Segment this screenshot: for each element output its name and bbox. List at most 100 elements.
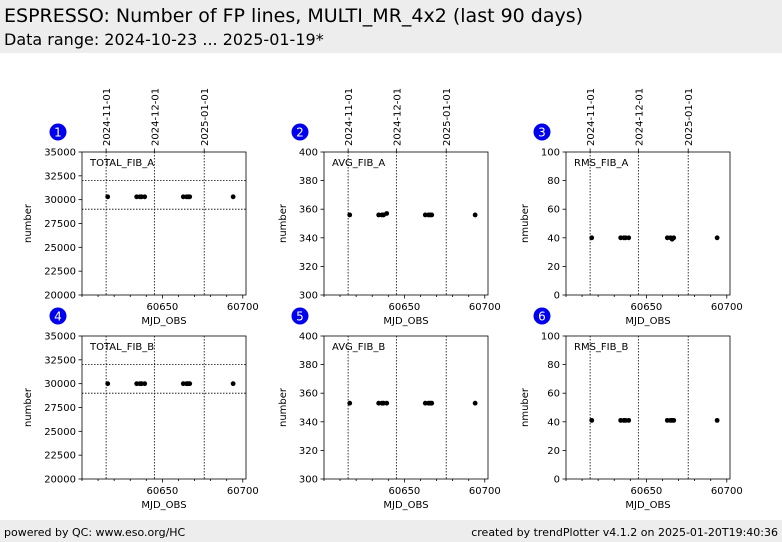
panel-6-ylabel: nmuber (520, 387, 531, 427)
panel-2-top-date-label: 2024-12-01 (392, 88, 403, 146)
panel-3-ytick-label: 80 (547, 176, 560, 187)
panel-5-ylabel: number (278, 387, 289, 427)
data-range-subtitle: Data range: 2024-10-23 ... 2025-01-19* (4, 30, 324, 49)
panel-4-number-badge (49, 307, 67, 325)
panel-4-number: 4 (54, 310, 62, 324)
panel-1-label: TOTAL_FIB_A (89, 158, 154, 169)
panel-5-ytick-label: 300 (299, 475, 318, 486)
panel-6-ytick-label: 40 (547, 417, 560, 428)
footer-powered-by: powered by QC: www.eso.org/HC (4, 526, 186, 539)
panel-2-xlabel: MJD_OBS (383, 316, 428, 327)
panel-5-ytick-label: 340 (299, 417, 318, 428)
panel-1-top-date-label: 2024-11-01 (102, 88, 113, 146)
panel-6-ytick-label: 20 (547, 446, 560, 457)
panel-4-ylabel: number (23, 387, 34, 427)
panel-3-axes-frame (565, 151, 731, 296)
panel-5-ytick-label: 380 (299, 360, 318, 371)
panel-4-ytick-label: 22500 (44, 451, 76, 462)
panel-2-number: 2 (296, 126, 304, 140)
panel-3-xtick-label: 60650 (630, 302, 662, 313)
panel-1-data-point (142, 194, 148, 200)
panel-3-top-date-label: 2025-01-01 (684, 88, 695, 146)
panel-3-label: RMS_FIB_A (574, 158, 628, 169)
panel-1-data-point (187, 194, 193, 200)
panel-2-ytick-label: 380 (299, 176, 318, 187)
panel-3-number: 3 (538, 126, 546, 140)
panel-4-xlabel: MJD_OBS (141, 500, 186, 511)
panel-6-data-point (626, 417, 632, 423)
panel-6-ytick-label: 80 (547, 360, 560, 371)
panel-6-axes-frame (565, 335, 731, 480)
panel-1-xtick-label: 60700 (227, 302, 259, 313)
panel-4-data-point (230, 381, 236, 387)
panel-4-label: TOTAL_FIB_B (89, 342, 154, 353)
chart-grid: 2000022500250002750030000325003500060650… (23, 88, 743, 511)
panel-5-axes-frame (323, 335, 489, 480)
panel-5-ytick-label: 400 (299, 332, 318, 343)
panel-2-ytick-label: 340 (299, 233, 318, 244)
panel-2-ytick-label: 320 (299, 262, 318, 273)
panel-1-ytick-label: 27500 (44, 219, 76, 230)
panel-6-ytick-label: 60 (547, 389, 560, 400)
panel-5-number: 5 (296, 310, 304, 324)
panel-4-xtick-label: 60650 (146, 486, 178, 497)
panel-1-ylabel: number (23, 203, 34, 243)
panel-4-data-point (142, 381, 148, 387)
panel-5-data-point (347, 400, 353, 406)
panel-1-ytick-label: 20000 (44, 291, 76, 302)
panel-3-data-point (714, 235, 720, 241)
panel-2-data-point (347, 212, 353, 218)
panel-3-ytick-label: 40 (547, 233, 560, 244)
panel-1-ytick-label: 32500 (44, 171, 76, 182)
panel-1-xlabel: MJD_OBS (141, 316, 186, 327)
panel-6-number-badge (533, 307, 551, 325)
panel-3-number-badge (533, 123, 551, 141)
panel-6-label: RMS_FIB_B (574, 342, 628, 353)
panel-4-ytick-label: 25000 (44, 427, 76, 438)
panel-2-axes-frame (323, 151, 489, 296)
page-title: ESPRESSO: Number of FP lines, MULTI_MR_4… (4, 5, 584, 27)
panel-1-data-point (230, 194, 236, 200)
panel-4-ytick-label: 27500 (44, 403, 76, 414)
panel-2-top-date-label: 2025-01-01 (442, 88, 453, 146)
panel-5-data-point (472, 400, 478, 406)
panel-4-ytick-label: 35000 (44, 332, 76, 343)
panel-2-xtick-label: 60650 (388, 302, 420, 313)
panel-5-xtick-label: 60700 (469, 486, 501, 497)
panel-5-xlabel: MJD_OBS (383, 500, 428, 511)
panel-2-data-point (472, 212, 478, 218)
panel-3-data-point (626, 235, 632, 241)
panel-3-ytick-label: 60 (547, 205, 560, 216)
panel-1-axes-frame (81, 151, 247, 296)
panel-1-ytick-label: 22500 (44, 267, 76, 278)
panel-1-ytick-label: 30000 (44, 195, 76, 206)
panel-1-data-point (105, 194, 111, 200)
panel-2-top-date-label: 2024-11-01 (344, 88, 355, 146)
panel-6-number: 6 (538, 310, 546, 324)
panel-6-xtick-label: 60700 (711, 486, 743, 497)
panel-2-data-point (429, 212, 435, 218)
panel-6-data-point (671, 417, 677, 423)
panel-2-data-point (384, 211, 390, 216)
panel-3-data-point (671, 235, 677, 241)
panel-2-ytick-label: 300 (299, 291, 318, 302)
panel-6-ytick-label: 100 (541, 332, 560, 343)
panel-6-data-point (589, 417, 595, 423)
panel-2-ylabel: number (278, 203, 289, 243)
panel-3-xtick-label: 60700 (711, 302, 743, 313)
panel-4-data-point (187, 381, 193, 387)
panel-6-ytick-label: 0 (554, 475, 560, 486)
panel-2-label: AVG_FIB_A (332, 158, 385, 169)
panel-5-number-badge (291, 307, 309, 325)
panel-3-top-date-label: 2024-12-01 (634, 88, 645, 146)
panel-2-xtick-label: 60700 (469, 302, 501, 313)
panel-4-ytick-label: 30000 (44, 379, 76, 390)
panel-3-ytick-label: 100 (541, 148, 560, 159)
panel-1-xtick-label: 60650 (146, 302, 178, 313)
panel-1-ytick-label: 35000 (44, 148, 76, 159)
panel-2-number-badge (291, 123, 309, 141)
panel-1-ytick-label: 25000 (44, 243, 76, 254)
panel-5-data-point (384, 400, 390, 406)
panel-5-ytick-label: 320 (299, 446, 318, 457)
footer-created-by: created by trendPlotter v4.1.2 on 2025-0… (471, 526, 778, 539)
